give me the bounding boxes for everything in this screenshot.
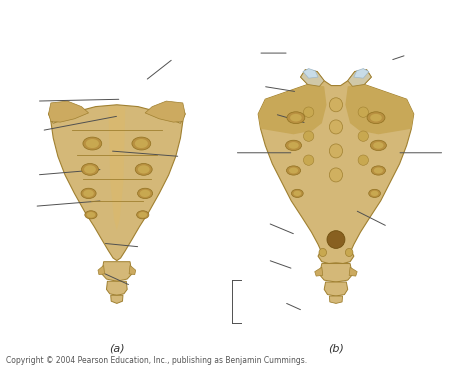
Polygon shape	[48, 101, 89, 122]
Ellipse shape	[329, 98, 343, 112]
Text: Copyright © 2004 Pearson Education, Inc., publishing as Benjamin Cummings.: Copyright © 2004 Pearson Education, Inc.…	[6, 356, 307, 365]
Ellipse shape	[327, 231, 345, 248]
Ellipse shape	[83, 137, 102, 150]
Polygon shape	[258, 70, 414, 263]
Polygon shape	[324, 282, 348, 296]
Ellipse shape	[358, 155, 368, 165]
Polygon shape	[354, 68, 369, 78]
Polygon shape	[319, 263, 353, 282]
Polygon shape	[349, 267, 357, 276]
Polygon shape	[145, 101, 185, 122]
Ellipse shape	[370, 140, 386, 151]
Ellipse shape	[329, 168, 343, 182]
Polygon shape	[111, 295, 123, 304]
Ellipse shape	[374, 167, 383, 173]
Polygon shape	[303, 68, 318, 78]
Polygon shape	[329, 296, 343, 304]
Ellipse shape	[140, 190, 150, 197]
Ellipse shape	[369, 189, 381, 198]
Ellipse shape	[135, 163, 152, 175]
Polygon shape	[98, 265, 105, 275]
Ellipse shape	[135, 139, 148, 148]
Ellipse shape	[138, 212, 147, 218]
Ellipse shape	[358, 131, 368, 141]
Ellipse shape	[286, 166, 301, 175]
Ellipse shape	[81, 188, 96, 199]
Text: (a): (a)	[109, 343, 125, 353]
Ellipse shape	[303, 131, 314, 141]
Ellipse shape	[292, 189, 303, 198]
Ellipse shape	[85, 211, 97, 219]
Ellipse shape	[290, 114, 302, 122]
Polygon shape	[48, 103, 185, 260]
Ellipse shape	[346, 248, 353, 257]
Ellipse shape	[287, 112, 305, 124]
Polygon shape	[315, 267, 323, 276]
Ellipse shape	[329, 144, 343, 158]
Ellipse shape	[285, 140, 301, 151]
Ellipse shape	[329, 120, 343, 134]
Polygon shape	[109, 107, 125, 230]
Ellipse shape	[82, 163, 99, 175]
Ellipse shape	[84, 165, 96, 173]
Ellipse shape	[87, 212, 95, 218]
Ellipse shape	[319, 248, 327, 257]
Polygon shape	[102, 262, 132, 281]
Polygon shape	[129, 265, 136, 275]
Ellipse shape	[358, 107, 368, 117]
Ellipse shape	[303, 155, 314, 165]
Ellipse shape	[288, 142, 299, 149]
Ellipse shape	[303, 107, 314, 117]
Polygon shape	[258, 84, 327, 134]
Polygon shape	[301, 70, 324, 86]
Ellipse shape	[370, 114, 382, 122]
Ellipse shape	[373, 142, 383, 149]
Ellipse shape	[83, 190, 94, 197]
Ellipse shape	[371, 191, 378, 196]
Ellipse shape	[367, 112, 385, 124]
Ellipse shape	[293, 191, 301, 196]
Ellipse shape	[86, 139, 99, 148]
Text: (b): (b)	[328, 343, 344, 353]
Ellipse shape	[371, 166, 385, 175]
Ellipse shape	[289, 167, 298, 173]
Polygon shape	[348, 70, 371, 86]
Polygon shape	[107, 281, 127, 295]
Ellipse shape	[137, 211, 149, 219]
Polygon shape	[346, 84, 414, 134]
Ellipse shape	[138, 165, 150, 173]
Ellipse shape	[132, 137, 151, 150]
Ellipse shape	[137, 188, 153, 199]
